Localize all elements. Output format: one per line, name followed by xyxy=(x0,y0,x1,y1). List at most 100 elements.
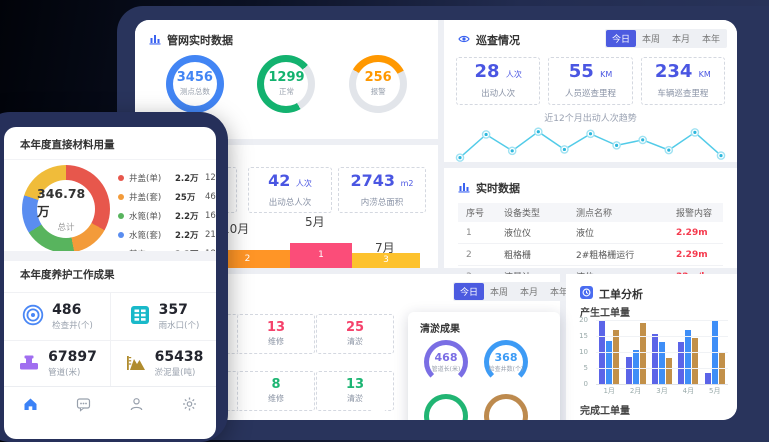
bar xyxy=(632,350,639,384)
gauge-partial xyxy=(424,394,468,420)
y-tick: 0 xyxy=(583,380,588,388)
bar xyxy=(678,342,685,384)
stat-value: 28 xyxy=(474,61,500,82)
ring-value: 1299 xyxy=(268,70,305,85)
tab-2[interactable]: 本月 xyxy=(671,35,690,45)
tab-3[interactable]: 本年 xyxy=(701,35,720,45)
nav-home-icon[interactable] xyxy=(21,396,41,416)
tab-1[interactable]: 本周 xyxy=(641,35,660,45)
ring-gauge-normal: 1299 正常 xyxy=(257,55,316,113)
bar-group-2月 xyxy=(625,323,646,384)
stat-unit: 人次 xyxy=(505,70,522,79)
bar xyxy=(658,342,665,384)
stat-unit: m2 xyxy=(400,179,414,188)
ring-label: 正常 xyxy=(278,87,294,96)
results-grid: 486 检查井(个) 357 雨水口(个) 67897 管道(米) 65438 淤泥量(… xyxy=(4,292,216,387)
bar xyxy=(665,358,672,384)
gauge-value: 368 xyxy=(494,350,518,364)
stat-label: 内涝总面积 xyxy=(360,198,404,208)
tab-3[interactable]: 本年 xyxy=(550,288,569,298)
x-tick: 1月 xyxy=(603,387,615,395)
ring-gauges-row: 3456 测点总数 1299 正常 256 报警 xyxy=(135,53,438,113)
stat-value: 25 xyxy=(345,320,365,335)
bar xyxy=(692,338,699,384)
clock-icon xyxy=(580,284,593,303)
stat-unit: KM xyxy=(698,70,711,79)
stat-label: 清淤 xyxy=(347,394,363,403)
bar-chart-icon xyxy=(149,30,161,49)
ring-gauge-total: 3456 测点总数 xyxy=(165,55,224,113)
rank-month-label: 10月 xyxy=(222,222,250,236)
drain-grate-icon xyxy=(128,303,152,331)
nav-profile-icon[interactable] xyxy=(127,396,147,416)
results-panel-title: 本年度养护工作成果 xyxy=(20,269,115,281)
tab-1[interactable]: 本周 xyxy=(490,288,509,298)
panel-title: 实时数据 xyxy=(476,181,520,195)
table-header-row: 序号 设备类型 测点名称 报警内容 xyxy=(458,203,723,222)
stat-box-total-trips: 42 人次 出动总人次 xyxy=(248,167,332,213)
patrol-trend-line-chart xyxy=(455,127,726,162)
bar xyxy=(651,334,658,384)
donut-center-label: 总计 xyxy=(57,222,75,233)
gridline xyxy=(596,352,728,353)
gauge-label: 检查井数(个) xyxy=(488,365,524,373)
manhole-rings-icon xyxy=(21,303,45,331)
bar xyxy=(613,330,620,384)
bar-chart-x-axis: 1月 2月 3月 4月 5月 xyxy=(596,386,728,396)
tab-2[interactable]: 本月 xyxy=(520,288,539,298)
nav-messages-icon[interactable] xyxy=(74,396,94,416)
tab-0[interactable]: 今日 xyxy=(454,283,485,300)
patrol-period-tabs: 今日 本周 本月 本年 xyxy=(604,29,727,48)
rank-bar-1: 1 xyxy=(290,243,352,268)
stat-box-repair: 13 维修 xyxy=(237,314,315,354)
stat-value: 55 xyxy=(568,61,594,82)
section-label-completed: 完成工单量 xyxy=(580,406,630,417)
panel-workorder: 工单分析 产生工单量 20 15 10 5 0 1月 2月 3月 4月 5月 完成工单量 xyxy=(566,274,737,420)
stat-value: 2743 xyxy=(350,171,396,190)
stat-value: 13 xyxy=(266,320,286,335)
material-donut-chart: 346.78万 总计 xyxy=(22,165,110,253)
gauge-label: 管道长(米) xyxy=(431,365,461,373)
rank-bar-3: 3 xyxy=(352,253,420,268)
x-tick: 4月 xyxy=(682,387,695,395)
rank-month-label: 7月 xyxy=(375,241,395,255)
stat-box-flood-area: 2743 m2 内涝总面积 xyxy=(338,167,426,213)
gauge-partial xyxy=(484,394,528,420)
panel-title: 工单分析 xyxy=(599,287,643,301)
legend-dot xyxy=(118,193,124,200)
result-cell-pipes: 67897 管道(米) xyxy=(4,340,110,387)
panel-network-realtime: 管网实时数据 3456 测点总数 1299 正常 256 报警 xyxy=(135,20,438,139)
bar xyxy=(685,330,692,384)
bar-group-4月 xyxy=(678,330,699,384)
panel-realtime-table: 实时数据 序号 设备类型 测点名称 报警内容 1 液位仪 液位 2.29m 2 … xyxy=(444,168,737,283)
panel-title: 管网实时数据 xyxy=(167,33,233,47)
tab-0[interactable]: 今日 xyxy=(605,30,636,47)
material-panel-title: 本年度直接材料用量 xyxy=(4,127,216,160)
stat-unit: KM xyxy=(600,70,613,79)
gauge-pipe-length: 468 管道长(米) xyxy=(424,340,468,384)
result-cell-manholes: 486 检查井(个) xyxy=(4,293,110,340)
table-row: 2 粗格栅 2#粗格栅运行 2.29m xyxy=(458,244,723,266)
stat-box-person-km: 55 KM 人员巡查里程 xyxy=(548,57,633,105)
pipe-icon xyxy=(17,350,41,378)
donut-center-value: 346.78万 xyxy=(37,185,86,219)
bar xyxy=(639,323,646,384)
section-divider xyxy=(4,251,216,261)
workorder-bar-chart xyxy=(596,320,728,385)
stat-value: 42 xyxy=(268,171,291,190)
stat-box-trips: 28 人次 出动人次 xyxy=(456,57,541,105)
y-tick: 10 xyxy=(579,348,588,356)
stat-box-dredge: 25 清淤 xyxy=(316,314,394,354)
x-tick: 3月 xyxy=(656,387,668,395)
patrol-stats-row: 28 人次 出动人次 55 KM 人员巡查里程 234 KM 车辆巡查里程 xyxy=(444,53,737,105)
x-tick: 2月 xyxy=(629,387,642,395)
stat-label: 出动人次 xyxy=(481,89,516,99)
stat-label: 维修 xyxy=(268,337,284,346)
section-label-created: 产生工单量 xyxy=(580,308,630,319)
trend-caption: 近12个月出动人次趋势 xyxy=(544,114,637,124)
nav-settings-icon[interactable] xyxy=(180,396,200,416)
